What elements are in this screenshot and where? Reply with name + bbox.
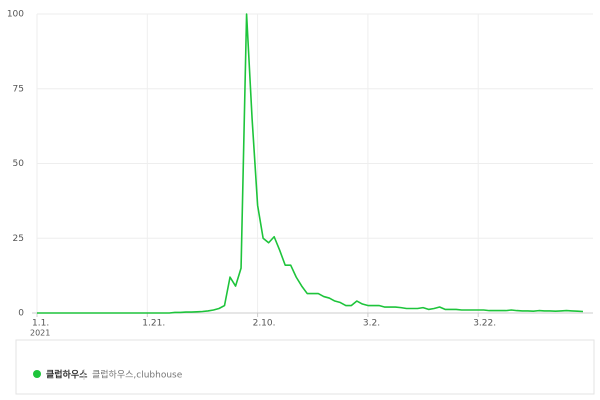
legend-label: 클럽하우스 xyxy=(46,369,88,381)
y-tick-label: 75 xyxy=(13,84,24,94)
x-tick-label: 1.21. xyxy=(142,319,165,329)
y-tick-label: 50 xyxy=(13,159,25,169)
y-tick-label: 100 xyxy=(7,10,24,20)
legend-keywords: 클럽하우스,clubhouse xyxy=(92,370,183,381)
x-tick-label: 2.10. xyxy=(253,319,276,329)
x-tick-label: 1.1. xyxy=(32,319,49,329)
legend-swatch xyxy=(33,370,41,378)
x-tick-label: 3.22. xyxy=(473,319,496,329)
series-line xyxy=(37,13,584,314)
y-tick-label: 25 xyxy=(13,234,24,244)
y-tick-label: 0 xyxy=(18,309,24,319)
x-tick-label: 3.2. xyxy=(363,319,380,329)
year-label: 2021 xyxy=(30,329,50,338)
legend-box xyxy=(15,339,595,395)
